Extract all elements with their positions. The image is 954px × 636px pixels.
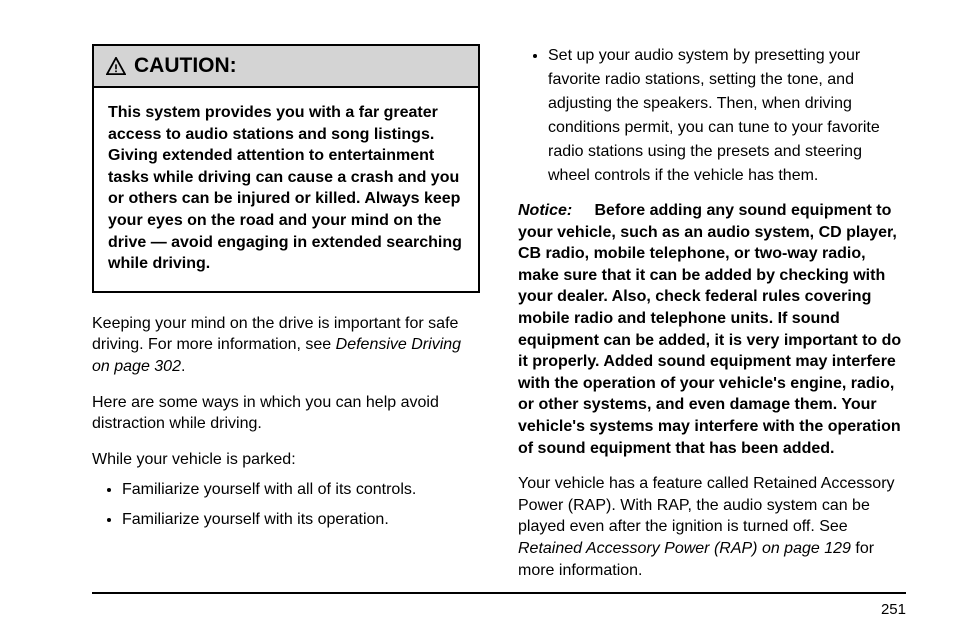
two-column-layout: CAUTION: This system provides you with a…	[92, 44, 906, 581]
bullet-list-audio: Set up your audio system by presetting y…	[518, 44, 906, 188]
paragraph-defensive-driving: Keeping your mind on the drive is import…	[92, 313, 480, 378]
bullet-list-parked: Familiarize yourself with all of its con…	[92, 478, 480, 532]
list-item: Familiarize yourself with all of its con…	[122, 478, 480, 502]
left-column: CAUTION: This system provides you with a…	[92, 44, 480, 581]
notice-block: Notice: Before adding any sound equipmen…	[518, 200, 906, 459]
cross-reference-link: Retained Accessory Power (RAP) on page 1…	[518, 540, 851, 557]
list-item: Set up your audio system by presetting y…	[548, 44, 906, 188]
paragraph-avoid-distraction: Here are some ways in which you can help…	[92, 392, 480, 435]
text-fragment: .	[181, 358, 185, 375]
caution-body-text: This system provides you with a far grea…	[94, 88, 478, 291]
caution-box: CAUTION: This system provides you with a…	[92, 44, 480, 293]
notice-label: Notice:	[518, 202, 572, 219]
caution-title: CAUTION:	[134, 54, 237, 78]
notice-body-text: Before adding any sound equipment to you…	[518, 202, 901, 457]
page-number: 251	[881, 601, 906, 618]
paragraph-while-parked: While your vehicle is parked:	[92, 449, 480, 471]
manual-page: CAUTION: This system provides you with a…	[0, 0, 954, 636]
paragraph-rap: Your vehicle has a feature called Retain…	[518, 473, 906, 581]
warning-triangle-icon	[106, 57, 126, 75]
caution-header: CAUTION:	[94, 46, 478, 88]
right-column: Set up your audio system by presetting y…	[518, 44, 906, 581]
footer-divider	[92, 592, 906, 594]
text-fragment: Your vehicle has a feature called Retain…	[518, 475, 895, 535]
list-item: Familiarize yourself with its operation.	[122, 508, 480, 532]
